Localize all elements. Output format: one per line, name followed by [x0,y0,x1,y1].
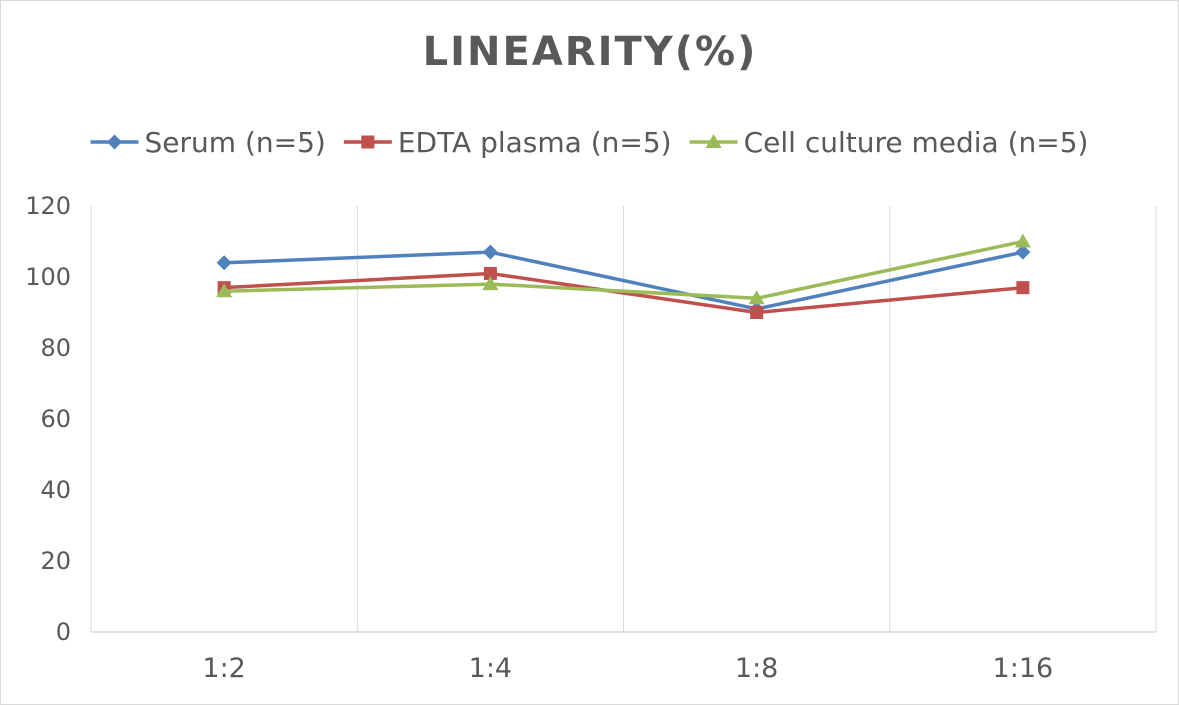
series-line [224,271,1024,315]
y-tick-label: 60 [40,405,71,433]
legend: Serum (n=5) EDTA plasma (n=5) Cell culture… [90,126,1089,159]
chart-title: LINEARITY(%) [423,29,758,75]
legend-item-2: EDTA plasma (n=5) [343,126,672,159]
series-layer [216,233,1031,319]
data-point [1016,281,1030,295]
y-tick-label: 40 [40,476,71,504]
data-point [748,290,765,305]
legend-swatch-marker [705,134,722,148]
series-3 [216,233,1031,305]
data-point [482,276,499,291]
y-tick-label: 100 [25,263,71,291]
y-tick-label: 20 [40,547,71,575]
y-axis-ticks: 0 20 40 60 80 100 120 [25,192,71,646]
data-point [1014,233,1031,248]
legend-label: EDTA plasma (n=5) [398,126,672,159]
legend-item-1: Serum (n=5) [90,126,326,159]
data-point [216,283,233,298]
data-point [1015,244,1031,260]
legend-label: Serum (n=5) [145,126,326,159]
x-axis-ticks: 1:2 1:4 1:8 1:16 [202,653,1053,684]
gridlines [90,206,1157,632]
legend-item-3: Cell culture media (n=5) [689,126,1089,159]
data-point [750,306,764,319]
x-tick-label: 1:16 [993,653,1054,684]
data-point [216,255,232,271]
y-tick-label: 80 [40,334,71,362]
series-line [224,239,1024,301]
series-line [224,250,1024,311]
x-tick-label: 1:2 [202,653,245,684]
legend-swatch-marker [361,135,375,149]
data-point [482,244,498,260]
x-tick-label: 1:8 [735,653,778,684]
y-tick-label: 0 [56,618,71,646]
legend-swatch-marker [107,134,123,150]
x-tick-label: 1:4 [469,653,512,684]
data-point [483,266,497,280]
y-tick-label: 120 [25,192,71,220]
legend-label: Cell culture media (n=5) [744,126,1089,159]
